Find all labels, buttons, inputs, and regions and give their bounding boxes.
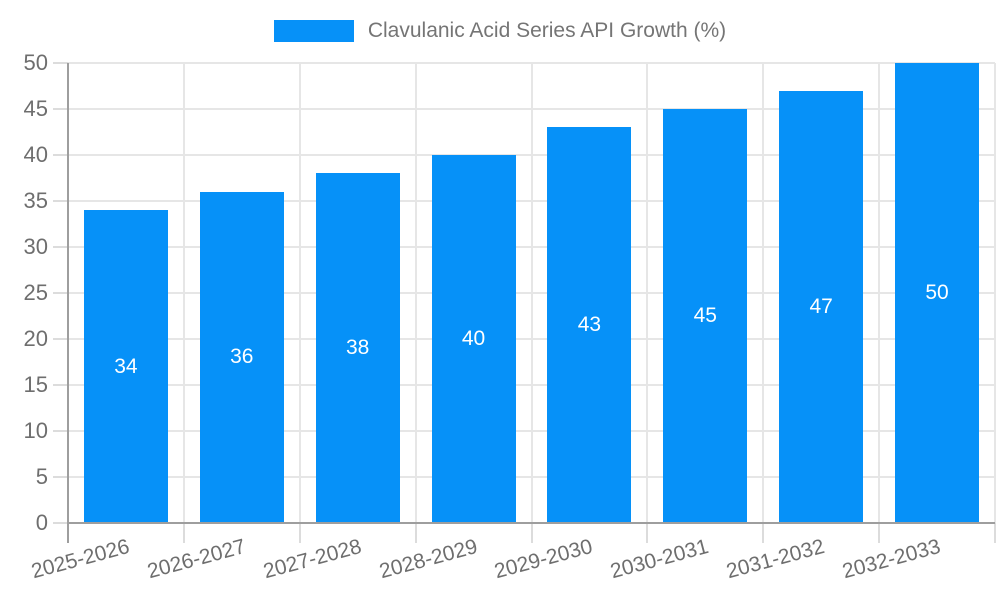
x-axis-tick-label: 2029-2030 [492,535,596,584]
y-axis-tick-label: 50 [23,50,48,75]
x-tick-mark [530,523,533,543]
bar[interactable]: 36 [199,191,284,523]
bar[interactable]: 43 [547,127,632,523]
x-tick-mark [414,523,417,543]
gridline-vertical [298,63,301,523]
x-tick-mark [762,523,765,543]
y-axis-tick-label: 10 [23,418,48,443]
y-tick-mark [53,292,68,294]
x-axis-tick-label: 2030-2031 [608,535,712,584]
y-axis-tick-label: 15 [23,372,48,397]
gridline-vertical [182,63,185,523]
y-tick-mark [53,108,68,110]
y-tick-mark [53,430,68,432]
y-tick-mark [53,476,68,478]
plot-area: 0 5 10 15 20 25 30 35 40 45 50 34 36 38 40 43 45 47 50 2025… [24,51,996,583]
x-axis-tick-label: 2025-2026 [28,535,132,584]
y-tick-mark [53,62,68,64]
y-tick-mark [53,522,68,524]
y-axis-tick-label: 30 [23,234,48,259]
y-tick-mark [53,154,68,156]
y-axis-tick-label: 45 [23,96,48,121]
y-axis-tick-label: 40 [23,142,48,167]
legend-swatch [273,20,354,42]
bar[interactable]: 45 [663,109,748,523]
bar[interactable]: 34 [83,210,168,523]
bar[interactable]: 47 [779,90,864,523]
x-axis-tick-label: 2028-2029 [376,535,480,584]
gridline-vertical [994,63,996,523]
bar[interactable]: 38 [315,173,400,523]
x-tick-mark [646,523,649,543]
legend[interactable]: Clavulanic Acid Series API Growth (%) [0,19,1000,43]
x-tick-mark [298,523,301,543]
gridline-vertical [878,63,881,523]
bar[interactable]: 50 [895,63,980,523]
x-tick-mark [182,523,185,543]
gridline-vertical [762,63,765,523]
bar-value-label: 50 [925,281,949,304]
bar[interactable]: 40 [431,155,516,523]
gridline-vertical [530,63,533,523]
bar-value-label: 40 [461,327,486,350]
y-axis-tick-label: 35 [23,188,48,213]
bar-value-label: 43 [577,313,602,337]
y-tick-mark [53,338,68,340]
bar-value-label: 34 [114,354,138,378]
y-tick-mark [53,246,68,248]
bar-value-label: 36 [230,345,254,369]
y-axis-tick-label: 20 [23,326,48,351]
x-tick-mark [994,523,996,543]
gridline-vertical [646,63,649,523]
legend-label: Clavulanic Acid Series API Growth (%) [367,19,727,42]
x-tick-mark [878,523,881,543]
y-axis-tick-label: 0 [35,510,48,535]
y-axis-tick-label: 5 [35,464,48,489]
x-axis-tick-label: 2032-2033 [840,535,944,584]
bar-value-label: 45 [693,304,717,327]
y-axis-tick-label: 25 [23,280,48,305]
bar-value-label: 38 [346,336,370,360]
bar-value-label: 47 [809,294,833,318]
gridline-vertical [414,63,417,523]
y-tick-mark [53,384,68,386]
y-tick-mark [53,200,68,202]
x-axis-tick-label: 2031-2032 [724,535,828,584]
x-axis-tick-label: 2027-2028 [260,535,364,584]
x-axis-tick-label: 2026-2027 [144,535,248,584]
y-axis-line [67,63,69,543]
x-axis-line [68,522,995,524]
